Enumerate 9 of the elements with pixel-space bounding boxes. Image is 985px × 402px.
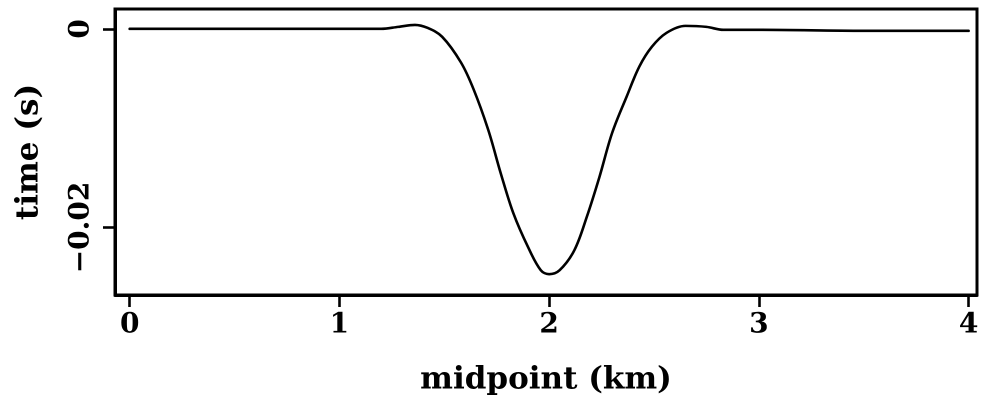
x-axis-title: midpoint (km) [420,360,672,396]
x-tick-label: 1 [330,306,350,340]
x-tick-label: 3 [749,306,769,340]
y-axis-title: time (s) [10,84,46,220]
x-tick-label: 2 [539,306,559,340]
y-tick-label: −0.02 [62,182,96,274]
x-tick-label: 0 [120,306,140,340]
line-series [128,24,970,276]
x-tick-label: 4 [958,306,978,340]
